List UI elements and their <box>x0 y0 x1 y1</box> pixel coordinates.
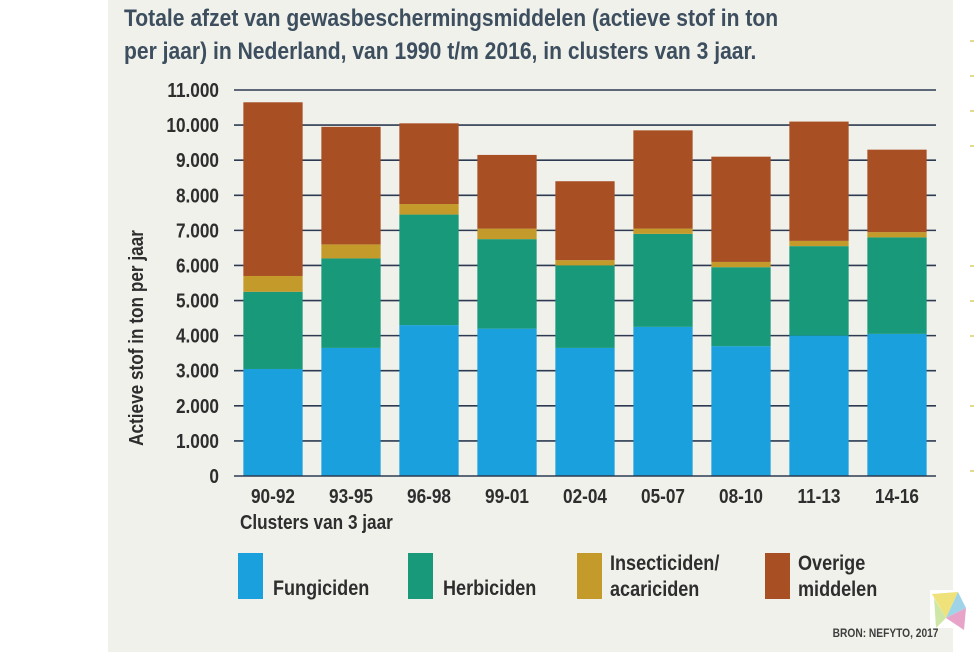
bar-segment-herbiciden <box>555 265 615 348</box>
bar-segment-insecticiden <box>477 228 537 240</box>
edge-mark <box>970 75 974 77</box>
bar-segment-insecticiden <box>321 244 381 259</box>
bar-segment-fungiciden <box>867 333 927 476</box>
edge-mark <box>970 40 974 42</box>
legend-swatch <box>765 553 790 599</box>
y-tick-label: 4.000 <box>176 324 219 347</box>
bar-segment-fungiciden <box>477 328 537 476</box>
y-tick-label: 7.000 <box>176 219 219 242</box>
y-tick-label: 3.000 <box>176 359 219 382</box>
legend-label: middelen <box>798 578 877 602</box>
bar-segment-herbiciden <box>789 246 849 336</box>
bar-segment-fungiciden <box>321 347 381 476</box>
x-tick-label: 90-92 <box>251 485 295 508</box>
x-tick-label: 02-04 <box>563 485 608 508</box>
bar-segment-insecticiden <box>243 275 303 292</box>
x-tick-label: 93-95 <box>329 485 373 508</box>
bar-segment-overige <box>633 130 693 229</box>
bar-segment-herbiciden <box>633 233 693 327</box>
bar-segment-fungiciden <box>399 325 459 476</box>
legend-swatch <box>408 553 433 599</box>
x-tick-label: 08-10 <box>719 485 763 508</box>
bar-segment-fungiciden <box>633 326 693 476</box>
chart-title: Totale afzet van gewasbeschermingsmiddel… <box>124 2 812 68</box>
edge-mark <box>970 470 974 472</box>
bar-segment-fungiciden <box>555 347 615 476</box>
x-tick-label: 96-98 <box>407 485 451 508</box>
y-axis-label: Actieve stof in ton per jaar <box>125 230 148 446</box>
bar-segment-herbiciden <box>867 237 927 334</box>
edge-mark <box>970 300 974 302</box>
bar-segment-overige <box>555 181 615 261</box>
legend-label: Herbiciden <box>443 577 536 601</box>
x-tick-label: 11-13 <box>797 485 840 508</box>
bar-segment-fungiciden <box>789 335 849 476</box>
y-tick-label: 8.000 <box>176 184 219 207</box>
y-tick-label: 6.000 <box>176 254 219 277</box>
bar-segment-overige <box>789 121 849 241</box>
bar-segment-herbiciden <box>711 267 771 347</box>
y-tick-label: 10.000 <box>166 114 219 137</box>
legend-label: Overige <box>798 552 865 576</box>
bar-segment-herbiciden <box>321 258 381 348</box>
x-axis-label: Clusters van 3 jaar <box>240 511 393 534</box>
bar-segment-insecticiden <box>555 260 615 266</box>
page-edge <box>953 0 978 652</box>
bar-segment-herbiciden <box>477 239 537 329</box>
x-tick-label: 99-01 <box>485 485 529 508</box>
edge-mark <box>970 405 974 407</box>
edge-mark <box>970 265 974 267</box>
bar-segment-overige <box>867 149 927 233</box>
bar-segment-insecticiden <box>867 232 927 238</box>
y-tick-label: 1.000 <box>176 430 219 453</box>
y-tick-label: 11.000 <box>167 79 219 102</box>
y-tick-label: 2.000 <box>176 395 219 418</box>
corner-logo-icon <box>930 590 966 630</box>
chart-title-line-1: Totale afzet van gewasbeschermingsmiddel… <box>124 5 779 32</box>
legend-label: Fungiciden <box>273 577 369 601</box>
chart-title-line-2: per jaar) in Nederland, van 1990 t/m 201… <box>124 38 757 65</box>
bar-segment-fungiciden <box>711 346 771 476</box>
legend-label: acariciden <box>610 578 699 602</box>
x-tick-label: 05-07 <box>641 485 685 508</box>
y-tick-label: 5.000 <box>176 289 219 312</box>
bar-segment-overige <box>243 102 303 276</box>
bar-segment-herbiciden <box>399 214 459 326</box>
edge-mark <box>970 145 974 147</box>
legend-swatch <box>238 553 263 599</box>
bar-segment-insecticiden <box>789 240 849 247</box>
edge-mark <box>970 110 974 112</box>
legend-swatch <box>577 553 602 599</box>
y-tick-label: 0 <box>209 465 219 488</box>
edge-mark <box>970 335 974 337</box>
bar-segment-insecticiden <box>633 228 693 234</box>
bar-segment-fungiciden <box>243 368 303 476</box>
bar-segment-overige <box>711 156 771 262</box>
bar-segment-herbiciden <box>243 291 303 369</box>
legend-label: Insecticiden/ <box>610 552 720 576</box>
bar-segment-overige <box>477 154 537 229</box>
bar-segment-insecticiden <box>711 261 771 268</box>
x-tick-label: 14-16 <box>875 485 919 508</box>
bar-segment-overige <box>321 126 381 245</box>
source-note: BRON: NEFYTO, 2017 <box>832 626 938 640</box>
bar-segment-overige <box>399 123 459 205</box>
bar-segment-insecticiden <box>399 204 459 215</box>
y-tick-label: 9.000 <box>176 149 219 172</box>
